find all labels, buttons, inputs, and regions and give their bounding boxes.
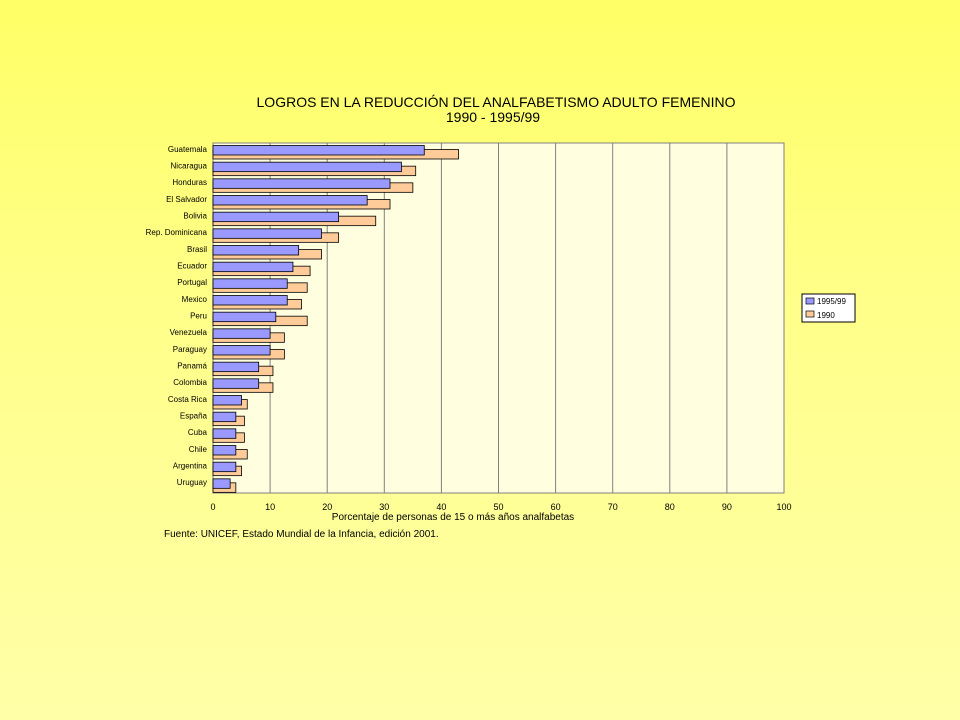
legend-label-1990: 1990 <box>817 311 835 320</box>
bar-1995-99-bolivia <box>212 211 340 223</box>
x-tick-label: 40 <box>436 502 446 512</box>
bar-1995-99-portugal <box>212 278 288 289</box>
x-tick-label: 90 <box>722 502 732 512</box>
bar-1995-99-honduras <box>212 178 391 189</box>
chart-title: LOGROS EN LA REDUCCIÓN DEL ANALFABETISMO… <box>257 94 736 110</box>
category-label-mexico: Mexico <box>182 295 208 304</box>
category-label-costa-rica: Costa Rica <box>168 395 208 404</box>
chart-subtitle: 1990 - 1995/99 <box>446 109 540 125</box>
x-tick-label: 30 <box>379 502 389 512</box>
bar-1995-99-cuba <box>212 428 237 439</box>
category-label-uruguay: Uruguay <box>177 478 207 487</box>
category-label-portugal: Portugal <box>177 278 207 287</box>
bars <box>212 145 459 493</box>
category-label-paraguay: Paraguay <box>173 345 207 354</box>
bar-1995-99-paraguay <box>212 345 271 356</box>
x-tick-label: 70 <box>608 502 618 512</box>
source-note: Fuente: UNICEF, Estado Mundial de la Inf… <box>164 529 439 540</box>
bar-1995-99-guatemala <box>212 145 425 156</box>
x-axis-title: Porcentaje de personas de 15 o más años … <box>332 512 574 523</box>
category-label-ecuador: Ecuador <box>177 262 207 271</box>
category-label-cuba: Cuba <box>188 428 208 437</box>
bar-1995-99-argentina <box>212 461 237 473</box>
category-label-el-salvador: El Salvador <box>166 195 207 204</box>
legend: 1995/99 1990 <box>801 293 856 323</box>
category-label-espana: España <box>180 412 208 421</box>
x-tick-label: 80 <box>665 502 675 512</box>
x-tick-label: 10 <box>265 502 275 512</box>
category-labels: Guatemala Nicaragua Honduras El Salvador Bol… <box>146 145 208 487</box>
bar-1995-99-venezuela <box>212 328 271 339</box>
bar-1995-99-chile <box>212 445 237 456</box>
bar-1995-99-costa-rica <box>212 395 242 406</box>
legend-label-1995-99: 1995/99 <box>817 297 846 306</box>
x-tick-label: 60 <box>551 502 561 512</box>
bar-1995-99-ecuador <box>212 261 294 273</box>
category-label-colombia: Colombia <box>173 378 207 387</box>
category-label-honduras: Honduras <box>172 178 207 187</box>
category-label-peru: Peru <box>190 312 207 321</box>
x-tick-labels: 0 10 20 30 40 50 60 70 80 90 100 <box>210 502 791 512</box>
category-label-venezuela: Venezuela <box>170 328 208 337</box>
bar-1995-99-colombia <box>212 378 260 389</box>
category-label-guatemala: Guatemala <box>168 145 208 154</box>
category-label-nicaragua: Nicaragua <box>171 162 208 171</box>
x-tick-label: 0 <box>210 502 215 512</box>
bar-1995-99-espana <box>212 411 237 423</box>
legend-swatch-1990 <box>805 310 815 318</box>
bar-1995-99-panama <box>212 361 260 373</box>
category-label-chile: Chile <box>189 445 208 454</box>
category-label-bolivia: Bolivia <box>183 212 207 221</box>
x-tick-label: 50 <box>493 502 503 512</box>
category-label-argentina: Argentina <box>173 462 208 471</box>
bar-1995-99-brasil <box>212 245 300 256</box>
bar-1995-99-el-salvador <box>212 195 368 206</box>
x-tick-label: 100 <box>776 502 791 512</box>
bar-1995-99-mexico <box>212 295 288 306</box>
bar-1995-99-nicaragua <box>212 161 402 173</box>
x-tick-label: 20 <box>322 502 332 512</box>
category-label-rep-dominicana: Rep. Dominicana <box>146 228 208 237</box>
legend-swatch-1995-99 <box>805 297 815 305</box>
bar-1995-99-peru <box>212 311 277 323</box>
bar-1995-99-rep-dominicana <box>212 228 322 239</box>
category-label-brasil: Brasil <box>187 245 207 254</box>
bar-1995-99-uruguay <box>212 478 231 489</box>
category-label-panama: Panamá <box>177 362 207 371</box>
